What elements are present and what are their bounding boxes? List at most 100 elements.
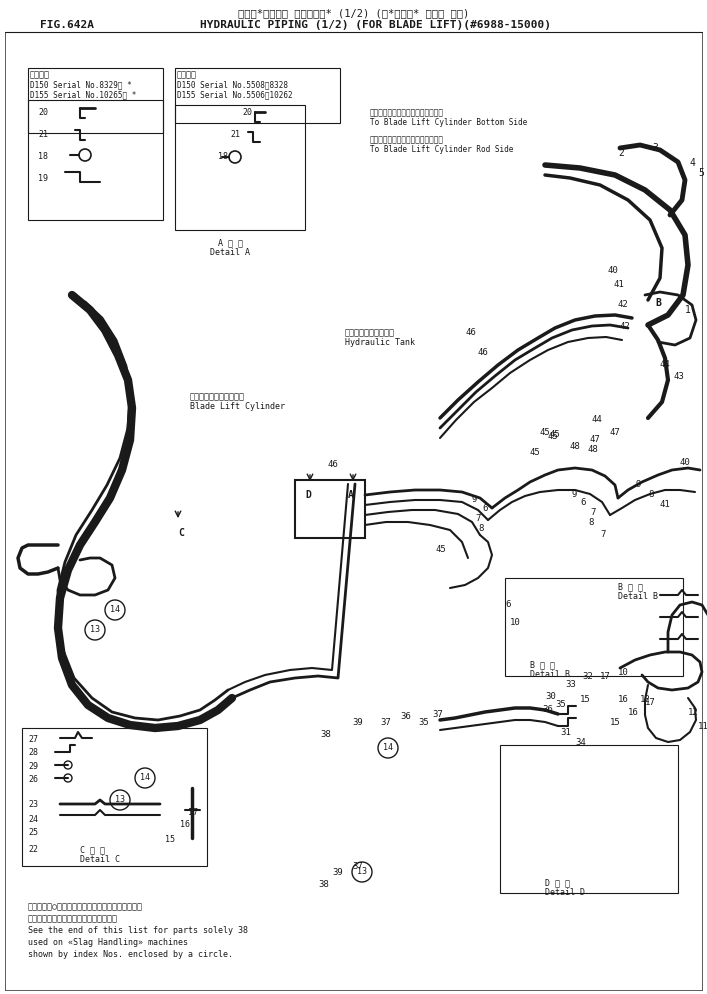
- Text: 4: 4: [690, 158, 696, 168]
- Text: 28: 28: [28, 748, 38, 757]
- Text: Detail B: Detail B: [618, 592, 658, 601]
- Text: used on «Slag Handling» machines: used on «Slag Handling» machines: [28, 938, 188, 947]
- Text: 37: 37: [380, 718, 391, 727]
- Text: 13: 13: [357, 868, 367, 877]
- Text: 12: 12: [640, 695, 650, 704]
- Text: D: D: [305, 490, 311, 500]
- Circle shape: [105, 600, 125, 620]
- Text: D150 Serial No.5508～8328: D150 Serial No.5508～8328: [177, 80, 288, 89]
- Text: 48: 48: [587, 445, 597, 454]
- Text: 38: 38: [320, 730, 331, 739]
- Text: 18: 18: [218, 152, 228, 161]
- Text: 45: 45: [540, 428, 551, 437]
- Text: ブレードリフトシリンダ: ブレードリフトシリンダ: [190, 392, 245, 401]
- Bar: [505, 578, 683, 676]
- Text: 17: 17: [600, 672, 611, 681]
- Text: 40: 40: [608, 266, 619, 275]
- Text: ブレードリフトシリンダボトム側へ: ブレードリフトシリンダボトム側へ: [370, 108, 444, 117]
- Text: 13: 13: [115, 795, 125, 804]
- Text: 本引番号の○印は／ロ処理用部品として専用部品と: 本引番号の○印は／ロ処理用部品として専用部品と: [28, 902, 143, 911]
- Text: 26: 26: [28, 775, 38, 784]
- Text: 46: 46: [478, 348, 489, 357]
- Text: 2: 2: [618, 148, 624, 158]
- Text: 適用機種: 適用機種: [30, 70, 50, 79]
- Text: 24: 24: [28, 815, 38, 824]
- Text: 9: 9: [635, 480, 641, 489]
- Text: 37: 37: [432, 710, 443, 719]
- Text: FIG.642A: FIG.642A: [40, 20, 94, 30]
- Circle shape: [135, 768, 155, 788]
- Text: ブレードリフトシリンダロッド側へ: ブレードリフトシリンダロッド側へ: [370, 135, 444, 144]
- Text: 14: 14: [383, 744, 393, 752]
- Text: 19: 19: [38, 174, 48, 183]
- Circle shape: [64, 774, 72, 782]
- Text: 48: 48: [570, 442, 580, 451]
- Text: shown by index Nos. enclosed by a circle.: shown by index Nos. enclosed by a circle…: [28, 950, 233, 959]
- Text: B: B: [655, 298, 661, 308]
- Text: 8: 8: [648, 490, 653, 499]
- Text: 47: 47: [590, 435, 601, 444]
- Text: 3: 3: [652, 143, 658, 153]
- Text: 36: 36: [542, 705, 553, 714]
- Text: 8: 8: [478, 524, 484, 533]
- Text: 39: 39: [352, 718, 363, 727]
- Text: 21: 21: [38, 130, 48, 139]
- Text: D150 Serial No.8329～ *: D150 Serial No.8329～ *: [30, 80, 132, 89]
- Text: 17: 17: [645, 698, 656, 707]
- Text: 10: 10: [510, 618, 521, 627]
- Text: 32: 32: [582, 672, 592, 681]
- Text: 33: 33: [565, 680, 575, 689]
- Text: D 詳 細: D 詳 細: [545, 878, 570, 887]
- Text: 44: 44: [660, 360, 671, 369]
- Text: 35: 35: [418, 718, 428, 727]
- Text: 42: 42: [619, 322, 630, 331]
- Bar: [175, 68, 340, 123]
- Text: ハイドロリックタンク: ハイドロリックタンク: [345, 328, 395, 337]
- Text: 11: 11: [698, 722, 707, 731]
- Text: 代る部品の品番をリストの末尾に示す。: 代る部品の品番をリストの末尾に示す。: [28, 914, 118, 923]
- Text: 40: 40: [680, 458, 691, 467]
- Bar: [295, 480, 365, 538]
- Text: 45: 45: [530, 448, 541, 457]
- Text: 16: 16: [628, 708, 638, 717]
- Text: 29: 29: [28, 762, 38, 771]
- Bar: [175, 105, 305, 230]
- Text: ハイト*ロリック パイピンク* (1/2) (フ*レート* リフト ヨウ): ハイト*ロリック パイピンク* (1/2) (フ*レート* リフト ヨウ): [238, 8, 469, 18]
- Text: 6: 6: [482, 504, 487, 513]
- Text: Detail A: Detail A: [210, 248, 250, 257]
- Text: 16: 16: [180, 820, 190, 829]
- Text: 5: 5: [698, 168, 704, 178]
- Text: 6: 6: [580, 498, 585, 507]
- Text: See the end of this list for parts solely 38: See the end of this list for parts solel…: [28, 926, 248, 935]
- Text: 21: 21: [230, 130, 240, 139]
- Text: 23: 23: [28, 800, 38, 809]
- Text: 15: 15: [165, 835, 175, 844]
- Circle shape: [79, 149, 91, 161]
- Text: 14: 14: [140, 773, 150, 782]
- Text: 8: 8: [588, 518, 593, 527]
- Text: B 詳 細: B 詳 細: [618, 582, 643, 591]
- Text: 15: 15: [580, 695, 591, 704]
- Text: 37: 37: [352, 862, 363, 871]
- Text: D155 Serial No.5506～10262: D155 Serial No.5506～10262: [177, 90, 293, 99]
- Text: 22: 22: [28, 845, 38, 854]
- Text: 10: 10: [618, 668, 629, 677]
- Text: 1: 1: [685, 305, 691, 315]
- Circle shape: [64, 761, 72, 769]
- Text: Detail C: Detail C: [80, 855, 120, 864]
- Text: 7: 7: [475, 514, 480, 523]
- Bar: [28, 68, 163, 133]
- Text: 45: 45: [550, 430, 561, 439]
- Text: 46: 46: [328, 460, 339, 469]
- Text: 6: 6: [505, 600, 510, 609]
- Text: 46: 46: [465, 328, 476, 337]
- Circle shape: [229, 151, 241, 163]
- Text: 30: 30: [545, 692, 556, 701]
- Text: 適用機種: 適用機種: [177, 70, 197, 79]
- Text: 45: 45: [548, 432, 559, 441]
- Text: C: C: [178, 528, 184, 538]
- Text: Detail B: Detail B: [530, 670, 570, 679]
- Text: A 詳 細: A 詳 細: [218, 238, 243, 247]
- Text: Blade Lift Cylinder: Blade Lift Cylinder: [190, 402, 285, 411]
- Text: 9: 9: [572, 490, 578, 499]
